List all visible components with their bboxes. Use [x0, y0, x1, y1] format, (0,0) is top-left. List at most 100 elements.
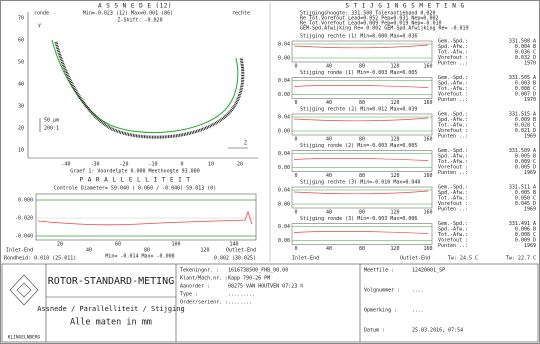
- y-tick-label: 10: [18, 148, 24, 154]
- stat-value: 0.009 C: [515, 159, 536, 165]
- x-tick-label: 120: [390, 137, 399, 143]
- x-tick-label: 120: [390, 246, 399, 252]
- stat-value: 0.005 B: [515, 190, 536, 196]
- x-tick-label: 10: [208, 162, 214, 168]
- trace: [293, 158, 429, 161]
- x-tick-label: 120: [200, 248, 209, 254]
- stat-value: 331.505 A: [509, 75, 536, 81]
- y-tick-label: 50: [18, 60, 24, 66]
- x-tick-label: 120: [390, 210, 399, 216]
- stat-value: 331.508 A: [509, 39, 536, 45]
- x-tick-label: 120: [390, 64, 399, 70]
- field-key: Order/serienr. :: [180, 300, 228, 306]
- stat-label: Spd.-Afw.:: [438, 227, 468, 233]
- y-tick-label: 20: [18, 126, 24, 132]
- stat-value: 331.509 A: [509, 148, 536, 154]
- y-tick-label: -0.040: [15, 234, 33, 240]
- field-key: Opmerking :: [364, 308, 397, 314]
- y-tick-label: 0.000: [18, 198, 33, 204]
- stat-label: Spd.-Afw.:: [438, 44, 468, 50]
- stat-label: Punten ..:: [438, 61, 468, 67]
- y-tick-label: 0.00: [278, 238, 290, 244]
- zshift: Z-Shift: -0.020: [117, 18, 162, 24]
- x-tick-label: 120: [390, 100, 399, 106]
- stat-label: Punten ..:: [438, 134, 468, 140]
- stat-value: 0.021 D: [515, 128, 536, 134]
- x-tick-label: 80: [359, 64, 365, 70]
- axis-label: Z: [244, 141, 247, 147]
- stat-label: Spd.-Afw.:: [438, 117, 468, 123]
- y-tick-label: 0.04: [278, 115, 290, 121]
- x-tick-label: 160: [423, 64, 432, 70]
- y-tick-label: 0.00: [278, 202, 290, 208]
- stat-label: Gem.-Spd.:: [438, 148, 468, 154]
- x-tick-label: 40: [86, 248, 92, 254]
- y-tick-label: 40: [18, 82, 24, 88]
- stat-value: 0.007 D: [515, 92, 536, 98]
- stat-value: 0.005 B: [515, 154, 536, 160]
- label: Inlet-End: [6, 248, 33, 254]
- x-tick-label: 40: [326, 173, 332, 179]
- x-tick-label: 160: [423, 210, 432, 216]
- stat-label: Punten ..:: [438, 207, 468, 213]
- stat-value: 1970: [524, 97, 536, 103]
- panel-title: Stijging rechte (2) Min=0.012 Max=0.039: [300, 107, 417, 113]
- stat-label: Gem.-Spd.:: [438, 75, 468, 81]
- field-key: Type :: [180, 292, 198, 298]
- field-value: ....: [412, 288, 424, 294]
- section-title: P A R A L L E L L I T E I T: [79, 177, 190, 184]
- stat-value: 1969: [524, 134, 536, 140]
- x-tick-label: 80: [359, 137, 365, 143]
- field-value: ........: [228, 300, 252, 306]
- y-tick-label: 0.04: [278, 224, 290, 230]
- stat-label: Tot.-Afw.:: [438, 123, 468, 129]
- stat-value: 1969: [524, 243, 536, 249]
- panel-title: Stijging rechte (3) Min=-0.010 Max=0.040: [300, 180, 420, 186]
- y-tick-label: -0.020: [15, 216, 33, 222]
- x-tick-label: 40: [326, 137, 332, 143]
- y-tick-label: 0.00: [278, 165, 290, 171]
- stat-value: 1970: [524, 61, 536, 67]
- field-key: Klant/Mach.nr. :: [180, 276, 228, 282]
- info-line: Re Tot.Vorefout Lead=0.052 Pep=0.031 Nep…: [300, 16, 438, 22]
- x-tick-label: 20: [237, 162, 243, 168]
- x-tick-label: 80: [359, 100, 365, 106]
- stat-label: Punten ..:: [438, 243, 468, 249]
- field-key: Volgnummer :: [364, 288, 400, 294]
- x-tick-label: 80: [359, 246, 365, 252]
- x-tick-label: 0: [294, 137, 297, 143]
- field-value: 12420001_SP: [412, 268, 445, 274]
- x-tick-label: 60: [115, 242, 121, 248]
- stat-value: 331.491 A: [509, 221, 536, 227]
- x-tick-label: 80: [359, 173, 365, 179]
- field-value: 25.03.2016, 07:54: [412, 328, 463, 334]
- minmax: Min=-0.023 (12) Max=0.001 (86): [83, 11, 173, 17]
- axis-label: Y: [38, 24, 41, 30]
- stat-value: 331.511 A: [509, 185, 536, 191]
- x-tick-label: 80: [359, 210, 365, 216]
- stat-value: 0.032 D: [515, 55, 536, 61]
- x-tick-label: 160: [423, 246, 432, 252]
- y-tick-label: 0.00: [278, 129, 290, 135]
- stat-value: 0.008 C: [515, 232, 536, 238]
- info-line: Stijgingshoogte: 331.500 Tolerantieband …: [300, 11, 435, 17]
- y-tick-label: 0.00: [278, 92, 290, 98]
- panel-plot: [291, 150, 433, 172]
- stat-value: 0.005 D: [515, 165, 536, 171]
- stat-label: Gem.-Spd.:: [438, 39, 468, 45]
- stat-label: Vorefout :: [438, 165, 468, 171]
- stat-label: Spd.-Afw.:: [438, 81, 468, 87]
- stat-label: Gem.-Spd.:: [438, 185, 468, 191]
- stat-label: Vorefout :: [438, 55, 468, 61]
- trace: [293, 117, 429, 122]
- panel-plot: [291, 186, 433, 209]
- stat-value: 0.050 C: [515, 196, 536, 202]
- x-tick-label: 0: [294, 210, 297, 216]
- trace: [293, 190, 429, 195]
- field-value: .........: [228, 292, 255, 298]
- stat-value: 0.003 B: [515, 81, 536, 87]
- logo: KLINGELNBERG: [8, 335, 41, 341]
- stat-label: Tot.-Afw.:: [438, 50, 468, 56]
- stat-label: Vorefout :: [438, 201, 468, 207]
- stat-label: Tot.-Afw.:: [438, 196, 468, 202]
